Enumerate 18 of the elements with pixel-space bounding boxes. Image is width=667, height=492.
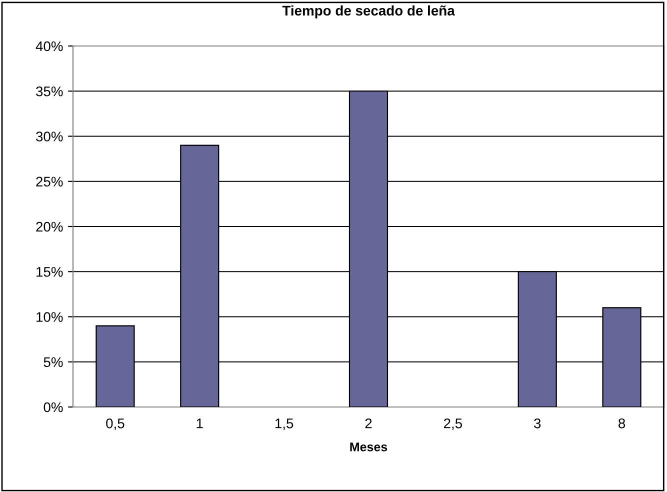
x-tick-label: 2 <box>365 418 372 428</box>
x-tick-label: 8 <box>618 418 626 428</box>
y-tick-label: 10% <box>36 312 63 322</box>
y-tick-label: 0% <box>44 402 63 412</box>
x-tick-label: 0,5 <box>106 418 124 430</box>
x-axis-title: Meses <box>350 442 388 452</box>
x-tick-label: 2,5 <box>444 418 462 430</box>
x-tick-label: 1,5 <box>275 418 294 430</box>
chart-title: Tiempo de secado de leña <box>282 5 455 18</box>
x-tick-label: 1 <box>196 418 203 428</box>
y-tick-label: 30% <box>36 132 63 142</box>
y-tick-label: 35% <box>36 86 63 96</box>
y-tick-label: 40% <box>36 41 63 52</box>
y-tick-label: 15% <box>36 267 63 277</box>
y-tick-label: 25% <box>36 176 63 187</box>
y-tick-label: 5% <box>44 357 63 368</box>
y-tick-label: 20% <box>36 222 63 232</box>
x-tick-label: 3 <box>534 418 541 428</box>
